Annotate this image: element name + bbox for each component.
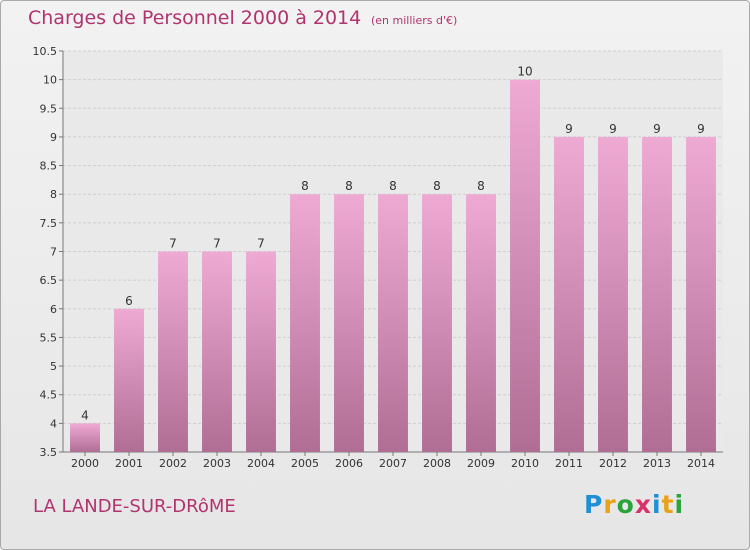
x-tick-label: 2007 xyxy=(379,457,407,470)
x-tick-label: 2011 xyxy=(555,457,583,470)
logo-letter: P xyxy=(584,490,604,519)
x-tick-label: 2006 xyxy=(335,457,363,470)
y-tick-label: 4.5 xyxy=(40,389,58,402)
data-label: 7 xyxy=(257,237,265,251)
y-tick-label: 4 xyxy=(50,417,57,430)
y-tick-label: 10.5 xyxy=(33,45,58,58)
data-label: 6 xyxy=(125,294,133,308)
y-tick-label: 8.5 xyxy=(40,160,58,173)
bar xyxy=(202,251,232,452)
bar xyxy=(70,423,100,452)
data-label: 8 xyxy=(301,179,309,193)
y-tick-label: 5 xyxy=(50,360,57,373)
y-tick-label: 7.5 xyxy=(40,217,58,230)
x-tick-label: 2008 xyxy=(423,457,451,470)
bar xyxy=(334,194,364,452)
x-tick-label: 2014 xyxy=(687,457,715,470)
data-label: 4 xyxy=(81,408,89,422)
data-label: 9 xyxy=(565,122,573,136)
logo-letter: i xyxy=(652,490,662,519)
bar xyxy=(642,136,672,452)
data-label: 8 xyxy=(433,179,441,193)
data-label: 10 xyxy=(517,65,532,79)
data-label: 8 xyxy=(477,179,485,193)
y-tick-label: 8 xyxy=(50,188,57,201)
x-tick-label: 2002 xyxy=(159,457,187,470)
logo-letter: i xyxy=(674,490,685,519)
proxiti-logo: Proxiti xyxy=(584,490,684,519)
x-tick-label: 2003 xyxy=(203,457,231,470)
x-tick-label: 2005 xyxy=(291,457,319,470)
x-tick-label: 2010 xyxy=(511,457,539,470)
bar xyxy=(158,251,188,452)
chart-title: Charges de Personnel 2000 à 2014 xyxy=(28,7,362,29)
x-tick-label: 2001 xyxy=(115,457,143,470)
logo-letter: t xyxy=(661,490,675,519)
data-label: 7 xyxy=(213,237,221,251)
data-label: 9 xyxy=(653,122,661,136)
data-label: 9 xyxy=(697,122,705,136)
x-tick-label: 2013 xyxy=(643,457,671,470)
y-tick-label: 3.5 xyxy=(40,446,58,459)
bar xyxy=(554,136,584,452)
data-label: 8 xyxy=(389,179,397,193)
logo-letter: x xyxy=(634,490,652,519)
bar xyxy=(422,194,452,452)
y-tick-label: 9.5 xyxy=(40,102,58,115)
bar xyxy=(598,136,628,452)
y-tick-label: 9 xyxy=(50,131,57,144)
y-tick-label: 7 xyxy=(50,246,57,259)
logo-letter: r xyxy=(603,490,617,519)
bar xyxy=(290,194,320,452)
bar xyxy=(378,194,408,452)
data-label: 9 xyxy=(609,122,617,136)
y-tick-label: 10 xyxy=(43,74,57,87)
bar xyxy=(114,308,144,452)
chart-subtitle: (en milliers d'€) xyxy=(371,14,458,27)
logo-letter: o xyxy=(616,490,635,519)
y-tick-label: 5.5 xyxy=(40,331,58,344)
x-tick-label: 2009 xyxy=(467,457,495,470)
x-tick-label: 2012 xyxy=(599,457,627,470)
data-label: 7 xyxy=(169,237,177,251)
y-tick-label: 6.5 xyxy=(40,274,58,287)
y-tick-label: 6 xyxy=(50,303,57,316)
data-label: 8 xyxy=(345,179,353,193)
bar xyxy=(466,194,496,452)
bar xyxy=(510,79,540,453)
x-tick-label: 2004 xyxy=(247,457,275,470)
bar xyxy=(686,136,716,452)
commune-name: LA LANDE-SUR-DRôME xyxy=(33,496,236,517)
x-tick-label: 2000 xyxy=(71,457,99,470)
bar xyxy=(246,251,276,452)
